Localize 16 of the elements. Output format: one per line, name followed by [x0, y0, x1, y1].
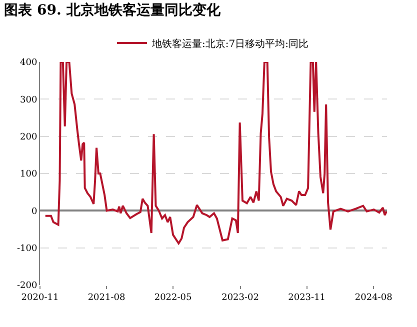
y-tick-label: -200: [16, 281, 38, 292]
x-tick-label: 2020-11: [21, 292, 59, 303]
y-tick-label: -100: [16, 244, 38, 254]
y-tick-label: 300: [20, 95, 38, 106]
x-tick-label: 2022-05: [154, 292, 192, 303]
legend-label: 地铁客运量:北京:7日移动平均:同比: [151, 38, 308, 50]
x-tick-label: 2021-08: [88, 292, 126, 303]
y-tick-label: 0: [31, 206, 38, 217]
x-tick-label: 2024-08: [354, 292, 393, 303]
y-tick-label: 100: [20, 170, 38, 180]
line-series: [44, 62, 387, 244]
x-tick-label: 2023-11: [288, 292, 326, 303]
x-tick-label: 2023-02: [222, 292, 260, 303]
y-tick-label: 400: [20, 58, 38, 68]
y-tick-label: 200: [20, 132, 38, 142]
chart-title: 图表 69. 北京地铁客运量同比变化: [4, 2, 222, 19]
